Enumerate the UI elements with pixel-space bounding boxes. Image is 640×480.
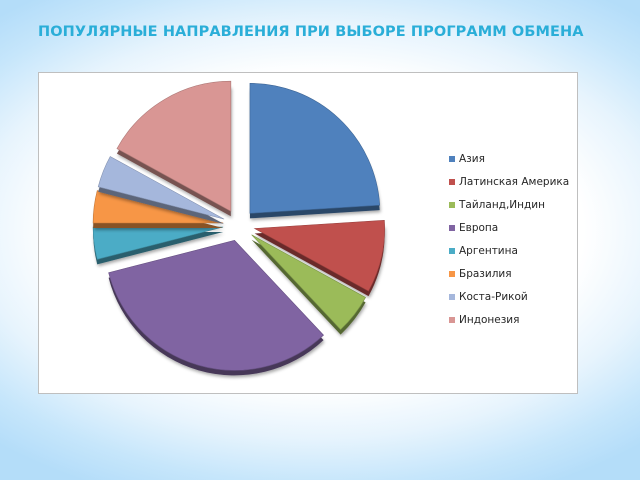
legend-label: Латинская Америка (459, 175, 570, 188)
legend-item: Европа (449, 216, 569, 239)
legend-swatch (449, 316, 455, 323)
legend-label: Азия (459, 152, 485, 165)
legend-swatch (449, 247, 455, 254)
legend-label: Аргентина (459, 244, 518, 257)
pie-slice-face (92, 226, 224, 260)
pie-slice-face (253, 220, 385, 292)
pie-slice-6 (97, 156, 225, 225)
pie-slice-face (116, 80, 232, 212)
legend-label: Европа (459, 221, 499, 234)
slide-title: ПОПУЛЯРНЫЕ НАПРАВЛЕНИЯ ПРИ ВЫБОРЕ ПРОГРА… (38, 24, 584, 40)
chart-frame: Азия Латинская Америка Тайланд,Индин Европа… (38, 72, 578, 394)
legend-item: Латинская Америка (449, 170, 569, 193)
pie-slice-face (108, 240, 324, 371)
legend-label: Коста-Рикой (459, 290, 528, 303)
legend-swatch (449, 293, 455, 300)
legend-label: Тайланд,Индин (459, 198, 545, 211)
pie-slice-7 (116, 80, 232, 217)
legend-item: Азия (449, 147, 569, 170)
pie-chart (92, 80, 385, 376)
legend-swatch (449, 155, 455, 162)
pie-slice-face (249, 83, 381, 214)
pie-slice-face (97, 156, 225, 220)
legend-label: Бразилия (459, 267, 512, 280)
pie-slice-4 (92, 226, 224, 265)
pie-slice-0 (249, 83, 381, 219)
legend-swatch (449, 201, 455, 208)
chart-legend: Азия Латинская Америка Тайланд,Индин Европа… (449, 147, 569, 331)
legend-item: Коста-Рикой (449, 285, 569, 308)
legend-item: Тайланд,Индин (449, 193, 569, 216)
legend-label: Индонезия (459, 313, 520, 326)
legend-item: Бразилия (449, 262, 569, 285)
legend-item: Индонезия (449, 308, 569, 331)
legend-swatch (449, 178, 455, 185)
pie-slice-1 (253, 220, 385, 297)
pie-slice-face (251, 234, 366, 330)
legend-swatch (449, 224, 455, 231)
legend-swatch (449, 270, 455, 277)
pie-slice-2 (251, 234, 366, 335)
pie-slice-3 (108, 240, 324, 376)
legend-item: Аргентина (449, 239, 569, 262)
